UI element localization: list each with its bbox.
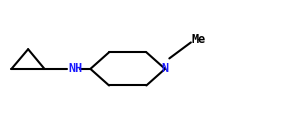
Text: NH: NH xyxy=(68,62,82,75)
Text: Me: Me xyxy=(192,33,206,46)
Text: N: N xyxy=(162,62,168,75)
